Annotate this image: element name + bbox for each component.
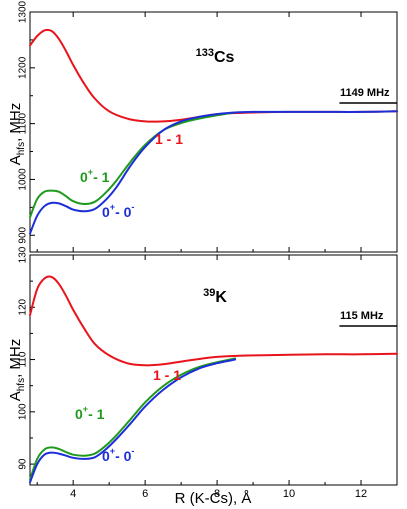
series-line-0+-0- xyxy=(29,110,398,235)
series-label-0plus-1: 0+- 1 xyxy=(75,404,105,422)
y-axis-label: Ahfs, MHz xyxy=(7,339,27,402)
series-label-0plus-0minus: 0+- 0- xyxy=(102,202,134,220)
y-tick-label: 1000 xyxy=(18,168,29,191)
x-tick-label: 10 xyxy=(283,488,295,500)
series-line-0+-1 xyxy=(29,357,237,481)
y-tick-label: 1200 xyxy=(18,56,29,79)
x-tick-label: 4 xyxy=(70,488,76,500)
reference-label: 115 MHz xyxy=(340,310,384,322)
plot-frame xyxy=(29,11,398,253)
series-line-0+-1 xyxy=(29,111,237,219)
y-tick-label: 90 xyxy=(18,458,29,470)
y-tick-label: 1100 xyxy=(18,112,29,134)
y-axis: 90 100 110 120 130 xyxy=(18,246,35,470)
x-tick-label: 8 xyxy=(214,488,220,500)
species-label: 133Cs xyxy=(196,47,235,66)
x-tick-label: 6 xyxy=(142,488,148,500)
x-axis-label: R (K-Cs), Å xyxy=(175,490,252,507)
series-label-0plus-1: 0+- 1 xyxy=(80,167,110,185)
curves xyxy=(29,28,398,235)
y-axis: 900 1000 1100 1200 1300 xyxy=(18,0,35,244)
y-tick-label: 130 xyxy=(18,246,29,263)
y-tick-label: 900 xyxy=(18,226,29,243)
panel-k: 90 100 110 120 130 4 6 8 10 12 39K 115 MHz 1 - 1… xyxy=(7,246,398,507)
series-line-0+-0- xyxy=(29,358,237,484)
x-tick-label: 12 xyxy=(355,488,367,500)
series-line-1-1 xyxy=(29,275,398,367)
x-axis xyxy=(36,12,398,252)
series-label-0plus-0minus: 0+- 0- xyxy=(102,446,134,464)
curves xyxy=(29,275,398,484)
series-line-1-1 xyxy=(29,28,398,123)
y-tick-label: 100 xyxy=(18,403,29,420)
panel-cs: 900 1000 1100 1200 1300 133Cs 1149 MHz 1 - 1… xyxy=(7,0,398,253)
species-label: 39K xyxy=(203,287,227,306)
reference-label: 1149 MHz xyxy=(340,87,390,99)
y-tick-label: 1300 xyxy=(18,0,29,23)
series-label-1-1: 1 - 1 xyxy=(153,367,181,383)
y-tick-label: 110 xyxy=(18,351,29,367)
series-label-1-1: 1 - 1 xyxy=(155,131,183,147)
y-tick-label: 120 xyxy=(18,298,29,315)
y-axis-label: Ahfs, MHz xyxy=(7,103,27,166)
x-axis: 4 6 8 10 12 xyxy=(36,255,398,500)
plot-frame xyxy=(29,254,398,486)
